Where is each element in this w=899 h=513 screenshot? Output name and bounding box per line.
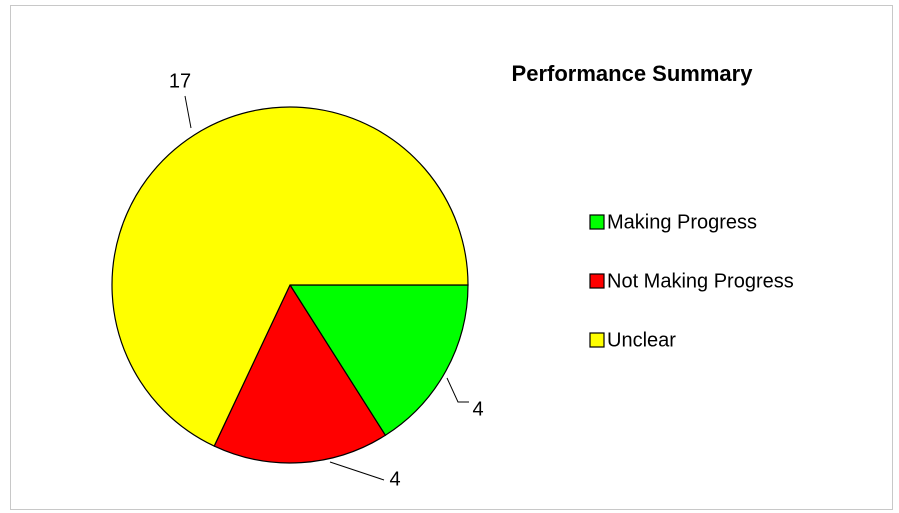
leader-line	[184, 95, 192, 129]
legend-label: Unclear	[607, 329, 676, 351]
legend-swatch	[589, 273, 605, 289]
data-label: 4	[389, 468, 400, 490]
legend-label: Making Progress	[607, 211, 757, 233]
pie-slice	[213, 283, 387, 464]
legend-swatch	[589, 214, 605, 230]
legend-label: Not Making Progress	[607, 270, 794, 292]
data-label: 17	[169, 70, 191, 92]
pie-slice	[288, 284, 469, 437]
pie-slice	[111, 106, 469, 447]
leader-line	[329, 461, 385, 481]
leader-line	[446, 377, 469, 403]
legend-swatch	[589, 332, 605, 348]
data-label: 4	[472, 398, 483, 420]
chart-title: Performance Summary	[512, 61, 754, 86]
